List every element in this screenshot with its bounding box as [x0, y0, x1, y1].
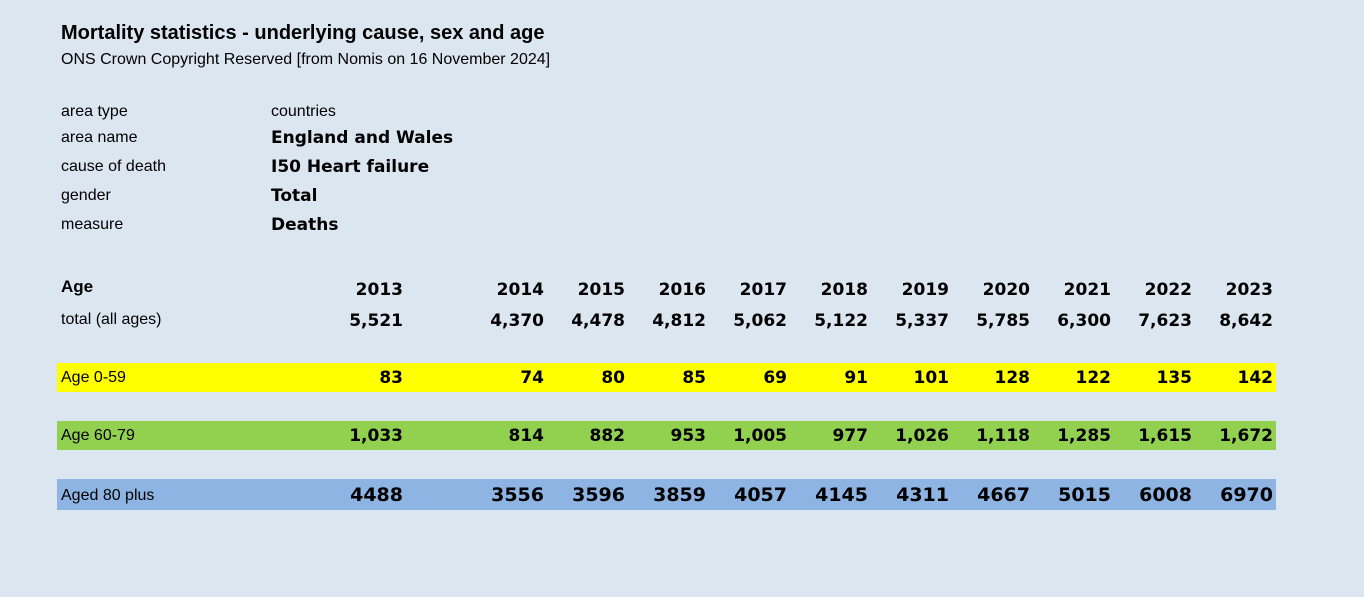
year-header: 2021 [1063, 280, 1111, 300]
table-header-row: Age 2013 2014 2015 2016 2017 2018 2019 2… [57, 277, 1276, 303]
table-cell: 5,062 [733, 311, 787, 331]
table-cell: 5,521 [349, 311, 403, 331]
table-cell: 882 [589, 426, 626, 446]
table-cell: 5,122 [814, 311, 868, 331]
table-cell: 1,005 [733, 426, 787, 446]
table-cell: 953 [670, 426, 707, 446]
meta-label-measure: measure [61, 216, 124, 233]
table-cell: 5015 [1058, 484, 1111, 506]
meta-label-gender: gender [61, 187, 111, 204]
year-header: 2023 [1225, 280, 1273, 300]
table-cell: 4,370 [490, 311, 544, 331]
page-subtitle: ONS Crown Copyright Reserved [from Nomis… [61, 51, 551, 68]
table-cell: 5,785 [976, 311, 1030, 331]
year-header: 2014 [496, 280, 544, 300]
table-cell: 1,118 [976, 426, 1030, 446]
row-label: Age 0-59 [61, 369, 126, 386]
table-cell: 4311 [896, 484, 949, 506]
row-label: Aged 80 plus [61, 487, 155, 504]
year-header: 2018 [820, 280, 868, 300]
year-header: 2022 [1144, 280, 1192, 300]
year-header: 2016 [658, 280, 706, 300]
table-cell: 4488 [350, 484, 403, 506]
table-row-age-0-59: Age 0-59 83 74 80 85 69 91 101 128 122 1… [57, 363, 1276, 392]
table-cell: 1,285 [1057, 426, 1111, 446]
table-cell: 101 [913, 368, 950, 388]
meta-value-area-name: England and Wales [271, 128, 454, 148]
year-header: 2019 [901, 280, 949, 300]
table-cell: 1,615 [1138, 426, 1192, 446]
table-cell: 4,812 [652, 311, 706, 331]
table-cell: 814 [508, 426, 545, 446]
table-cell: 91 [844, 368, 868, 388]
meta-value-gender: Total [271, 186, 318, 206]
table-cell: 4145 [815, 484, 868, 506]
table-cell: 3596 [572, 484, 625, 506]
table-cell: 1,026 [895, 426, 949, 446]
meta-value-area-type: countries [271, 103, 336, 120]
year-header: 2015 [577, 280, 625, 300]
table-row-age-60-79: Age 60-79 1,033 814 882 953 1,005 977 1,… [57, 421, 1276, 450]
table-cell: 3859 [653, 484, 706, 506]
table-cell: 128 [994, 368, 1031, 388]
header-age-label: Age [61, 277, 94, 296]
table-cell: 3556 [491, 484, 544, 506]
table-row-total: total (all ages) 5,521 4,370 4,478 4,812… [57, 309, 1276, 333]
table-cell: 6970 [1220, 484, 1273, 506]
table-cell: 4057 [734, 484, 787, 506]
meta-label-area-name: area name [61, 129, 138, 146]
table-cell: 5,337 [895, 311, 949, 331]
table-cell: 74 [520, 368, 544, 388]
meta-label-cause-of-death: cause of death [61, 158, 166, 175]
row-label: total (all ages) [61, 311, 162, 328]
meta-label-area-type: area type [61, 103, 128, 120]
table-cell: 1,033 [349, 426, 403, 446]
year-header: 2017 [739, 280, 787, 300]
table-cell: 8,642 [1219, 311, 1273, 331]
table-cell: 80 [601, 368, 625, 388]
table-cell: 6,300 [1057, 311, 1111, 331]
table-cell: 7,623 [1138, 311, 1192, 331]
year-header: 2013 [355, 280, 403, 300]
meta-value-measure: Deaths [271, 215, 339, 235]
page-title: Mortality statistics - underlying cause,… [61, 22, 545, 44]
table-cell: 4667 [977, 484, 1030, 506]
table-row-aged-80-plus: Aged 80 plus 4488 3556 3596 3859 4057 41… [57, 479, 1276, 510]
table-cell: 977 [832, 426, 869, 446]
meta-value-cause-of-death: I50 Heart failure [271, 157, 430, 177]
table-cell: 122 [1075, 368, 1112, 388]
table-cell: 83 [379, 368, 403, 388]
table-cell: 4,478 [571, 311, 625, 331]
table-cell: 85 [682, 368, 706, 388]
table-cell: 1,672 [1219, 426, 1273, 446]
table-cell: 135 [1156, 368, 1193, 388]
year-header: 2020 [982, 280, 1030, 300]
table-cell: 6008 [1139, 484, 1192, 506]
table-cell: 69 [763, 368, 787, 388]
table-cell: 142 [1237, 368, 1274, 388]
row-label: Age 60-79 [61, 427, 135, 444]
